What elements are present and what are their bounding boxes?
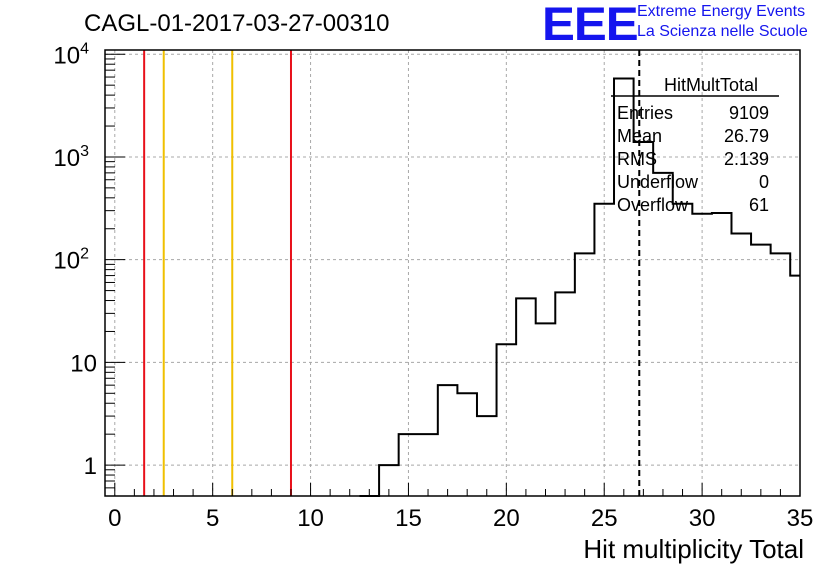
y-tick-label: 1	[84, 453, 97, 480]
histogram-bin	[790, 276, 800, 496]
stats-label: Overflow	[617, 195, 689, 215]
logo-line-1: Extreme Energy Events	[637, 3, 806, 20]
x-tick-label: 20	[493, 505, 520, 532]
axes-layer: 0 5 10 15 20 25 30 35 1 10 102 103 104	[53, 40, 813, 532]
plot-frame	[104, 49, 801, 497]
x-tick-label: 30	[689, 505, 716, 532]
logo-line-2: La Scienza nelle Scuole	[637, 23, 808, 40]
y-tick-label: 102	[53, 246, 89, 275]
stats-value: 9109	[729, 103, 769, 123]
stats-label: Mean	[617, 126, 662, 146]
stats-value: 61	[749, 195, 769, 215]
stats-box-layer: HitMultTotal Entries 9109 Mean 26.79 RMS 2.139…	[611, 75, 779, 215]
histogram-bin	[751, 245, 771, 496]
histogram-bin	[477, 416, 497, 496]
histogram-bin	[418, 434, 438, 496]
histogram-bin	[731, 233, 751, 496]
histogram-bin	[653, 173, 673, 496]
grid-layer	[105, 50, 801, 496]
stats-name: HitMultTotal	[664, 75, 758, 95]
histogram-bin	[438, 385, 458, 496]
stats-label: RMS	[617, 149, 657, 169]
histogram-bin	[516, 298, 536, 496]
histogram-bin	[555, 292, 575, 496]
x-tick-label: 35	[787, 505, 814, 532]
histogram-bin	[497, 344, 517, 496]
y-tick-label: 104	[53, 40, 89, 69]
x-tick-label: 0	[108, 505, 121, 532]
y-tick-label: 103	[53, 143, 89, 172]
stats-label: Underflow	[617, 172, 699, 192]
stats-value: 26.79	[724, 126, 769, 146]
histogram-bin	[594, 204, 614, 496]
x-tick-label: 15	[395, 505, 422, 532]
histogram-bin	[692, 214, 712, 496]
stats-value: 2.139	[724, 149, 769, 169]
reference-lines	[143, 50, 641, 496]
y-tick-label: 10	[70, 350, 97, 377]
histogram-bin	[673, 204, 693, 496]
eee-logo: EEE	[542, 0, 639, 50]
x-axis-title: Hit multiplicity Total	[583, 534, 804, 564]
histogram-layer	[359, 77, 800, 497]
histogram-bin	[771, 253, 791, 496]
x-tick-label: 5	[206, 505, 219, 532]
stats-value: 0	[759, 172, 769, 192]
run-title: CAGL-01-2017-03-27-00310	[84, 10, 390, 37]
x-tick-label: 10	[297, 505, 324, 532]
histogram-bin	[536, 323, 556, 496]
x-tick-label: 25	[591, 505, 618, 532]
histogram-bin	[575, 253, 595, 496]
histogram-outline	[359, 77, 800, 497]
histogram-bin	[457, 393, 477, 496]
histogram-bin	[712, 213, 732, 496]
stats-label: Entries	[617, 103, 673, 123]
